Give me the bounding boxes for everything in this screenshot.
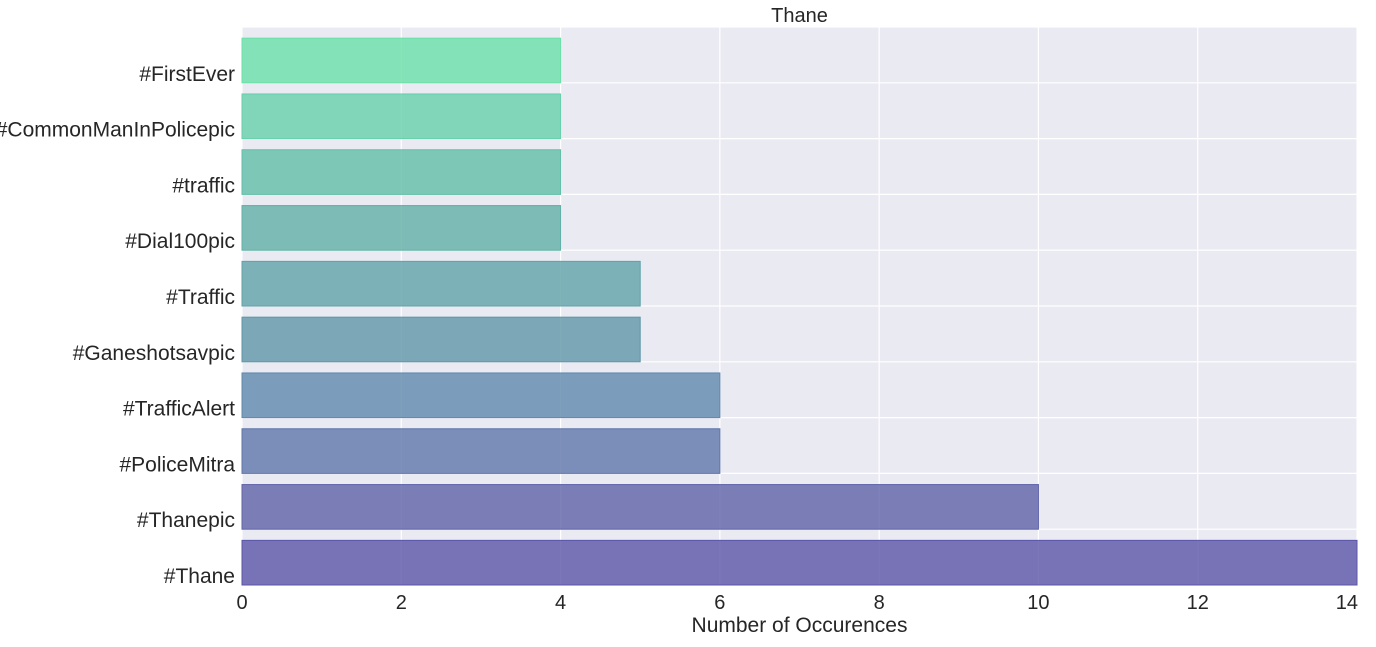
bar: [241, 205, 562, 251]
x-tick-label: 6: [714, 592, 725, 614]
x-tick-label: 10: [1027, 592, 1049, 614]
x-axis-title: Number of Occurences: [692, 614, 908, 637]
x-tick-label: 2: [396, 592, 407, 614]
category-label: #Thanepic: [137, 509, 235, 532]
x-tick-label: 14: [1336, 592, 1358, 614]
category-label: #FirstEver: [139, 63, 235, 86]
bars: [241, 37, 1358, 586]
category-label: #Traffic: [166, 286, 235, 309]
category-label: #CommonManInPolicepic: [0, 119, 235, 142]
category-label: #Thane: [164, 565, 235, 588]
x-tick-label: 8: [874, 592, 885, 614]
bar: [241, 372, 721, 419]
category-label: #traffic: [172, 174, 235, 197]
x-tick-label: 4: [555, 592, 566, 614]
bar: [241, 37, 562, 84]
x-tick-label: 12: [1187, 592, 1209, 614]
category-label: #PoliceMitra: [119, 453, 235, 476]
bar: [241, 149, 562, 195]
bar: [241, 484, 1039, 530]
bar: [241, 93, 562, 140]
chart-title: Thane: [771, 5, 828, 27]
category-labels: #Thane #Thanepic #PoliceMitra #TrafficAlert…: [0, 63, 235, 588]
bar: [241, 316, 641, 363]
category-label: #TrafficAlert: [123, 398, 235, 421]
x-tick-labels: 0 2 4 6 8 10 12 14: [236, 592, 1358, 614]
bar: [241, 539, 1358, 586]
category-label: #Dial100pic: [125, 230, 235, 253]
category-label: #Ganeshotsavpic: [73, 342, 235, 365]
bar: [241, 428, 721, 474]
x-tick-label: 0: [236, 592, 247, 614]
bar: [241, 260, 641, 307]
